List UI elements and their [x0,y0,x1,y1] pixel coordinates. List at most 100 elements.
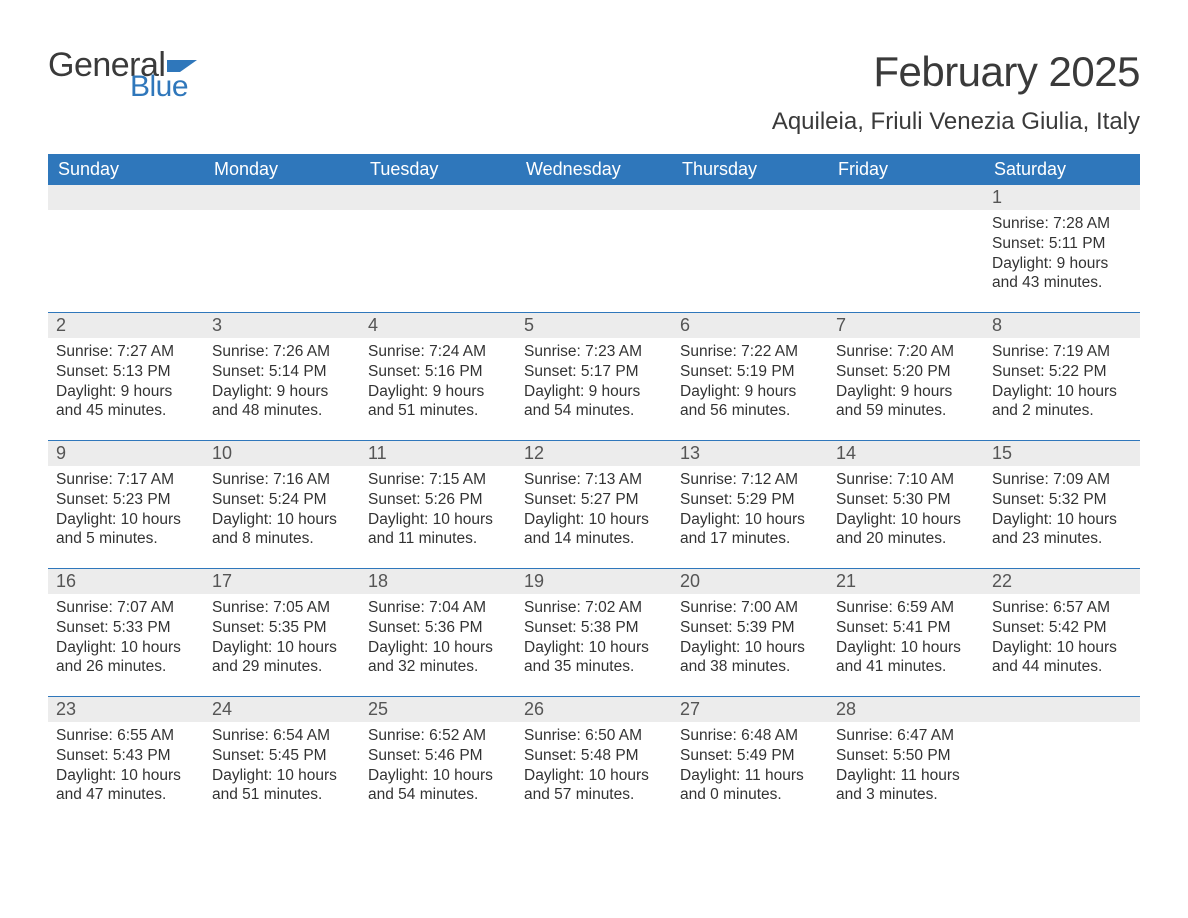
day-info-line: Sunrise: 7:19 AM [992,342,1132,362]
day-info-line: Sunrise: 7:04 AM [368,598,508,618]
day-cell: Sunrise: 7:13 AMSunset: 5:27 PMDaylight:… [516,466,672,568]
day-number: 16 [48,569,204,594]
day-number: 9 [48,441,204,466]
day-info-line: Sunset: 5:38 PM [524,618,664,638]
day-info-line: Sunset: 5:30 PM [836,490,976,510]
day-info-line: and 51 minutes. [212,785,352,805]
day-info-line: Sunrise: 7:15 AM [368,470,508,490]
day-number: 28 [828,697,984,722]
day-cell: Sunrise: 7:20 AMSunset: 5:20 PMDaylight:… [828,338,984,440]
day-info-line: Sunset: 5:35 PM [212,618,352,638]
day-info-line: and 54 minutes. [368,785,508,805]
day-cell: Sunrise: 7:26 AMSunset: 5:14 PMDaylight:… [204,338,360,440]
day-info-line: and 51 minutes. [368,401,508,421]
day-info-line: Daylight: 10 hours [992,382,1132,402]
day-info-line: Daylight: 10 hours [368,766,508,786]
day-info-line: Sunrise: 7:00 AM [680,598,820,618]
day-info-line: Daylight: 9 hours [680,382,820,402]
day-info-line: Sunrise: 7:16 AM [212,470,352,490]
weekday-header-row: Sunday Monday Tuesday Wednesday Thursday… [48,154,1140,185]
day-number: 6 [672,313,828,338]
day-info-line: and 2 minutes. [992,401,1132,421]
day-info-line: Sunrise: 6:48 AM [680,726,820,746]
day-info-line: Sunset: 5:16 PM [368,362,508,382]
day-info-line: Sunrise: 7:09 AM [992,470,1132,490]
day-info-line: Daylight: 10 hours [212,510,352,530]
week-block: 16171819202122Sunrise: 7:07 AMSunset: 5:… [48,568,1140,696]
day-info-line: and 32 minutes. [368,657,508,677]
day-info-line: Sunrise: 7:02 AM [524,598,664,618]
day-number: 21 [828,569,984,594]
day-info-line: and 35 minutes. [524,657,664,677]
day-info-line: Sunrise: 6:54 AM [212,726,352,746]
day-cell [48,210,204,312]
day-number: 10 [204,441,360,466]
day-cell: Sunrise: 7:19 AMSunset: 5:22 PMDaylight:… [984,338,1140,440]
day-number: 12 [516,441,672,466]
week-block: 232425262728Sunrise: 6:55 AMSunset: 5:43… [48,696,1140,824]
calendar-page: General Blue February 2025 Aquileia, Fri… [0,0,1188,864]
day-cell: Sunrise: 6:52 AMSunset: 5:46 PMDaylight:… [360,722,516,824]
day-info-line: Sunset: 5:46 PM [368,746,508,766]
day-info-line: and 5 minutes. [56,529,196,549]
day-info-line: Sunset: 5:48 PM [524,746,664,766]
day-number [48,185,204,210]
day-number: 8 [984,313,1140,338]
week-block: 1Sunrise: 7:28 AMSunset: 5:11 PMDaylight… [48,185,1140,312]
day-info-line: and 23 minutes. [992,529,1132,549]
weekday-header: Friday [828,154,984,185]
day-cell: Sunrise: 6:57 AMSunset: 5:42 PMDaylight:… [984,594,1140,696]
day-info-line: Daylight: 10 hours [368,638,508,658]
day-cell [204,210,360,312]
day-cell [672,210,828,312]
day-info-line: Daylight: 10 hours [680,510,820,530]
day-number: 20 [672,569,828,594]
day-info-line: Daylight: 9 hours [992,254,1132,274]
day-info-line: Daylight: 10 hours [212,766,352,786]
day-info-line: Daylight: 9 hours [56,382,196,402]
day-info-line: Sunset: 5:33 PM [56,618,196,638]
day-info-line: Sunrise: 7:17 AM [56,470,196,490]
day-number-row: 2345678 [48,313,1140,338]
day-info-line: and 48 minutes. [212,401,352,421]
day-cell [516,210,672,312]
day-number: 25 [360,697,516,722]
day-info-line: and 14 minutes. [524,529,664,549]
day-cell: Sunrise: 7:10 AMSunset: 5:30 PMDaylight:… [828,466,984,568]
day-info-line: Sunset: 5:41 PM [836,618,976,638]
day-info-line: Sunset: 5:32 PM [992,490,1132,510]
day-info-line: Sunset: 5:39 PM [680,618,820,638]
day-info-line: Sunset: 5:29 PM [680,490,820,510]
day-info-line: Daylight: 10 hours [56,638,196,658]
day-number-row: 9101112131415 [48,441,1140,466]
weekday-header: Wednesday [516,154,672,185]
day-info-line: Sunset: 5:50 PM [836,746,976,766]
day-cell [984,722,1140,824]
header-row: General Blue February 2025 [48,48,1140,102]
day-info-line: Sunrise: 6:59 AM [836,598,976,618]
day-info-line: Sunset: 5:45 PM [212,746,352,766]
day-number: 2 [48,313,204,338]
day-cell: Sunrise: 7:28 AMSunset: 5:11 PMDaylight:… [984,210,1140,312]
day-info-line: Daylight: 10 hours [56,510,196,530]
day-info-line: and 20 minutes. [836,529,976,549]
page-title: February 2025 [873,48,1140,96]
day-cell: Sunrise: 7:07 AMSunset: 5:33 PMDaylight:… [48,594,204,696]
day-number: 24 [204,697,360,722]
day-content-row: Sunrise: 7:17 AMSunset: 5:23 PMDaylight:… [48,466,1140,568]
day-number [516,185,672,210]
day-number: 3 [204,313,360,338]
day-number-row: 16171819202122 [48,569,1140,594]
day-content-row: Sunrise: 7:28 AMSunset: 5:11 PMDaylight:… [48,210,1140,312]
week-block: 2345678Sunrise: 7:27 AMSunset: 5:13 PMDa… [48,312,1140,440]
day-number [828,185,984,210]
day-number: 27 [672,697,828,722]
day-cell: Sunrise: 7:02 AMSunset: 5:38 PMDaylight:… [516,594,672,696]
day-info-line: and 59 minutes. [836,401,976,421]
day-info-line: Sunrise: 6:50 AM [524,726,664,746]
day-info-line: Sunset: 5:42 PM [992,618,1132,638]
day-info-line: Daylight: 10 hours [524,510,664,530]
day-info-line: Sunset: 5:11 PM [992,234,1132,254]
day-info-line: Sunset: 5:49 PM [680,746,820,766]
day-info-line: Sunrise: 7:13 AM [524,470,664,490]
